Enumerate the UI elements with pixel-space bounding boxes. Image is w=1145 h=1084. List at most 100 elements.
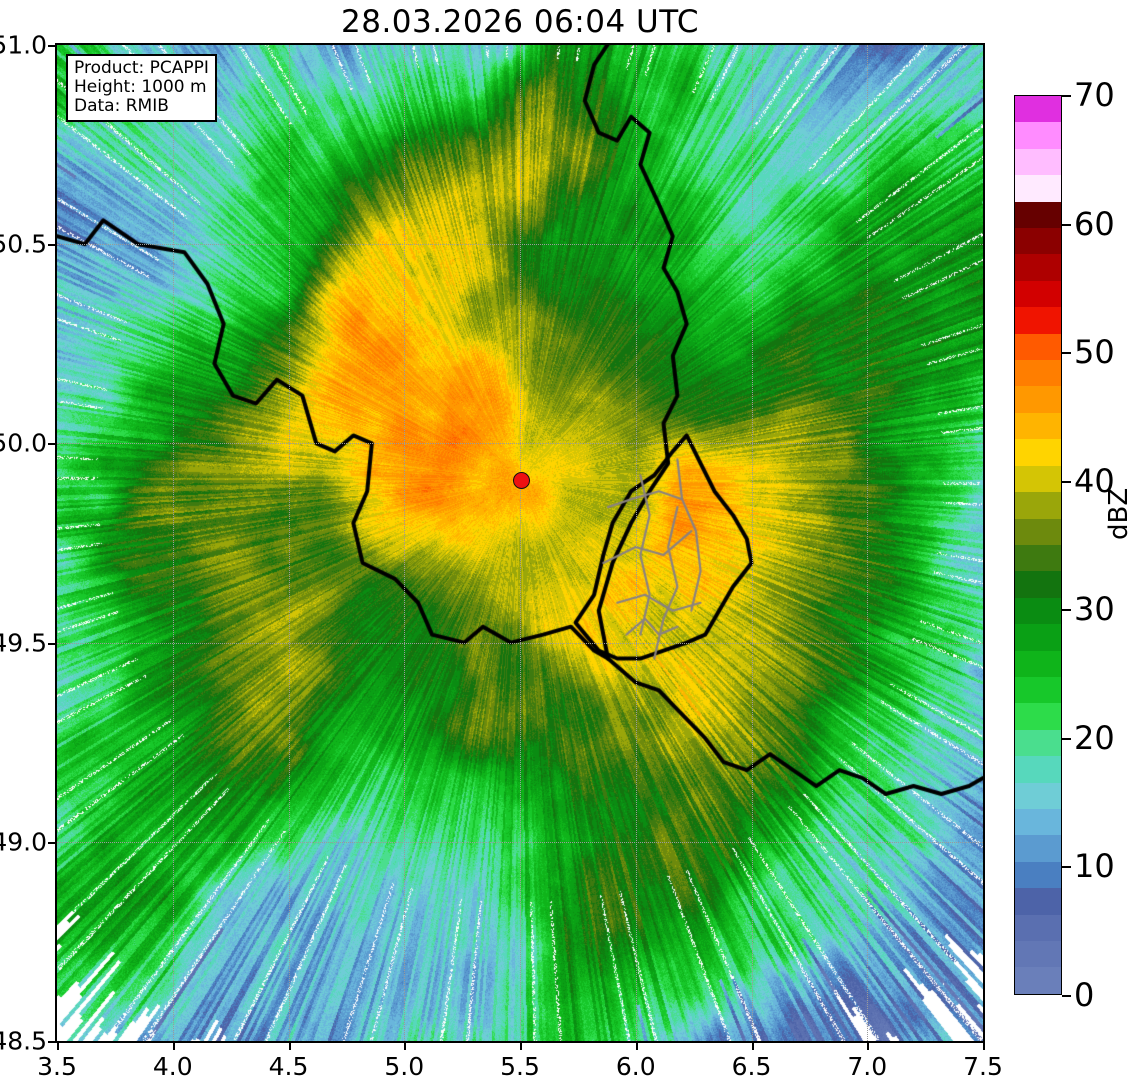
x-tick [983,1043,985,1050]
y-tick-label: 50.0 [0,428,47,458]
colorbar-band [1015,941,1061,968]
x-tick-label: 7.5 [963,1052,1003,1081]
colorbar-band [1015,835,1061,862]
x-tick [288,1043,291,1050]
y-tick-label: 49.0 [0,827,47,857]
colorbar-band [1015,756,1061,783]
colorbar-band [1015,360,1061,387]
y-tick [48,244,55,247]
colorbar-tick [1062,352,1071,355]
colorbar-tick [1062,866,1071,869]
colorbar-band [1015,729,1061,757]
x-tick [404,1043,407,1050]
colorbar-band [1015,544,1061,572]
colorbar-tick-label: 50 [1074,333,1115,372]
info-product: Product: PCAPPI [74,58,209,78]
product-info-box: Product: PCAPPI Height: 1000 m Data: RMI… [66,54,217,123]
x-tick [635,1043,638,1050]
colorbar-band [1015,228,1061,255]
colorbar-tick [1062,95,1071,97]
colorbar-tick-label: 20 [1074,718,1115,757]
y-tick-label: 49.5 [0,628,47,658]
colorbar [1014,95,1062,995]
colorbar-tick [1062,737,1071,740]
colorbar-band [1015,412,1061,440]
colorbar-band [1015,518,1061,545]
colorbar-band [1015,122,1061,149]
x-tick-label: 6.0 [615,1052,656,1081]
x-tick-label: 4.0 [152,1052,193,1081]
x-tick-label: 4.5 [268,1052,309,1081]
page-title: 28.03.2026 06:04 UTC [341,4,699,40]
colorbar-band [1015,676,1061,704]
grid-line-vertical [635,45,637,1041]
y-tick [48,642,55,645]
grid-line-vertical [404,45,406,1041]
grid-line-vertical [867,45,869,1041]
colorbar-band [1015,254,1061,281]
grid-line-horizontal [57,443,983,445]
colorbar-band [1015,597,1061,625]
y-tick [48,45,55,47]
y-tick-label: 51.0 [0,30,47,60]
y-tick [48,443,55,446]
radar-site-marker [512,471,530,489]
colorbar-band [1015,280,1061,308]
x-tick-label: 6.5 [731,1052,772,1081]
grid-line-vertical [288,45,290,1041]
x-tick [751,1043,754,1050]
x-tick [520,1043,522,1050]
colorbar-tick-label: 30 [1074,590,1115,629]
colorbar-band [1015,333,1061,361]
colorbar-tick [1062,609,1071,612]
colorbar-axis-title: dBZ [1104,487,1134,540]
colorbar-band [1015,465,1061,493]
grid-line-vertical [751,45,753,1041]
colorbar-tick [1062,995,1071,997]
colorbar-tick-label: 40 [1074,461,1115,500]
grid-line-vertical [172,45,174,1041]
colorbar-band [1015,96,1061,123]
colorbar-band [1015,624,1061,651]
info-height: Height: 1000 m [74,77,207,98]
colorbar-band [1015,148,1061,176]
x-tick-label: 3.5 [37,1052,77,1081]
x-tick [867,1043,870,1050]
grid-line-horizontal [57,244,983,246]
y-tick-label: 48.5 [0,1026,47,1056]
y-tick [48,841,55,844]
colorbar-band [1015,175,1061,202]
colorbar-band [1015,703,1061,730]
grid-line-vertical [520,45,521,1041]
x-tick-label: 5.5 [500,1052,540,1081]
grid-line-horizontal [57,841,983,843]
colorbar-band [1015,967,1061,994]
colorbar-tick-label: 0 [1074,976,1095,1014]
colorbar-band [1015,861,1061,889]
x-tick-label: 5.0 [384,1052,425,1081]
colorbar-band [1015,650,1061,677]
colorbar-band [1015,439,1061,466]
y-tick-label: 50.5 [0,229,47,259]
x-tick [57,1043,59,1050]
x-tick-label: 7.0 [847,1052,888,1081]
colorbar-tick [1062,480,1071,483]
colorbar-band [1015,571,1061,598]
colorbar-band [1015,492,1061,519]
colorbar-tick-label: 60 [1074,204,1115,243]
y-tick [48,1041,55,1043]
radar-plot-area: Product: PCAPPI Height: 1000 m Data: RMI… [55,43,985,1043]
colorbar-band [1015,782,1061,809]
colorbar-band [1015,386,1061,413]
colorbar-tick [1062,223,1071,226]
colorbar-band [1015,808,1061,836]
colorbar-band [1015,914,1061,941]
grid-line-horizontal [57,642,983,644]
colorbar-tick-label: 10 [1074,847,1115,886]
colorbar-tick-label: 70 [1074,76,1115,114]
colorbar-band [1015,201,1061,229]
colorbar-band [1015,307,1061,334]
x-tick [172,1043,175,1050]
info-data: Data: RMIB [74,96,169,117]
